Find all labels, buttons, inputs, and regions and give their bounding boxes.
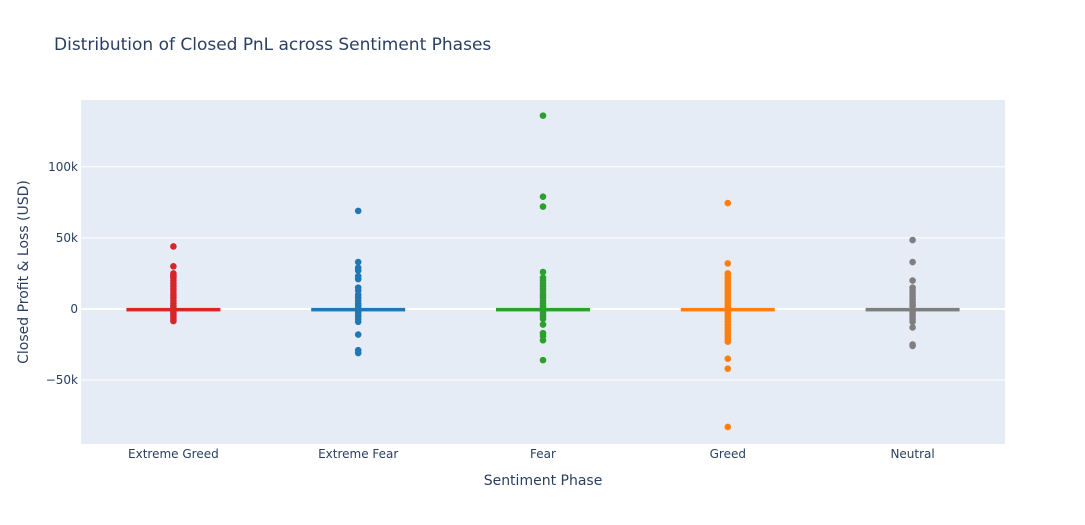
box-series — [126, 112, 960, 431]
y-tick-label-0: −50k — [46, 373, 78, 387]
y-tick-label-1: 0 — [70, 302, 78, 316]
outlier-point-4-18 — [909, 342, 916, 350]
y-tick-label-3: 100k — [48, 160, 78, 174]
outlier-point-2-24 — [539, 356, 547, 364]
x-tick-label-3: Greed — [710, 447, 746, 461]
outlier-point-0-1 — [170, 263, 177, 270]
outlier-point-4-16 — [909, 324, 916, 331]
y-tick-label-2: 50k — [56, 231, 78, 245]
outlier-point-1-19 — [354, 331, 362, 338]
x-tick-label-1: Extreme Fear — [318, 447, 398, 461]
chart-title: Distribution of Closed PnL across Sentim… — [54, 35, 491, 55]
outlier-point-3-1 — [724, 260, 732, 267]
outlier-point-2-2 — [539, 203, 547, 210]
y-axis-title: Closed Profit & Loss (USD) — [16, 180, 32, 364]
x-axis-title: Sentiment Phase — [484, 473, 603, 489]
outlier-point-1-1 — [354, 258, 362, 266]
box-2 — [496, 112, 590, 364]
outlier-point-1-0 — [354, 207, 362, 215]
box-3 — [680, 199, 775, 431]
box-0 — [126, 243, 221, 325]
outlier-point-2-3 — [539, 268, 547, 276]
box-1 — [311, 207, 406, 357]
outlier-point-1-3 — [354, 267, 362, 274]
outlier-point-2-0 — [539, 112, 547, 119]
outlier-point-0-22 — [170, 317, 177, 325]
outlier-point-4-0 — [909, 236, 916, 244]
outlier-point-2-23 — [539, 336, 547, 344]
outlier-point-3-30 — [724, 423, 732, 431]
outlier-point-4-2 — [909, 277, 916, 284]
outlier-point-1-18 — [354, 318, 362, 326]
y-tick-labels: −50k 0 50k 100k — [46, 160, 78, 387]
x-tick-label-0: Extreme Greed — [128, 447, 219, 461]
x-tick-labels: Extreme Greed Extreme Fear Fear Greed Neutra… — [128, 447, 935, 461]
outlier-point-3-28 — [724, 355, 732, 363]
outlier-point-1-21 — [354, 349, 362, 357]
outlier-point-4-15 — [909, 318, 916, 326]
outlier-point-2-20 — [539, 321, 547, 328]
outlier-point-4-1 — [909, 258, 916, 266]
outlier-point-4-10 — [909, 302, 916, 310]
x-tick-label-2: Fear — [530, 447, 556, 461]
outlier-point-2-19 — [539, 315, 547, 323]
box-4 — [865, 236, 960, 350]
outlier-point-3-0 — [724, 199, 732, 207]
outlier-point-3-29 — [724, 365, 732, 372]
outlier-point-0-0 — [170, 243, 177, 250]
x-tick-label-4: Neutral — [890, 447, 934, 461]
outlier-point-2-1 — [539, 193, 547, 200]
outlier-point-3-27 — [724, 338, 732, 345]
outlier-point-1-5 — [354, 275, 362, 283]
